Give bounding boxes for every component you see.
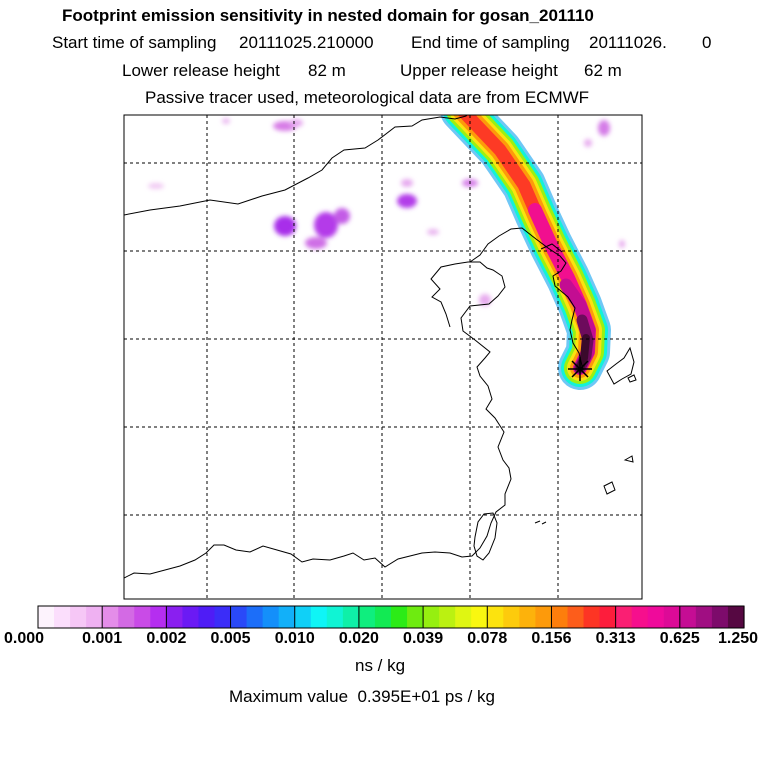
colorbar-swatch <box>262 606 280 628</box>
colorbar-tick-label: 0.039 <box>403 630 444 647</box>
colorbar-swatch <box>342 606 360 628</box>
colorbar-swatch <box>246 606 264 628</box>
colorbar-swatch <box>679 606 697 628</box>
colorbar-swatch <box>374 606 392 628</box>
colorbar-swatch <box>150 606 167 628</box>
colorbar-swatch <box>615 606 633 628</box>
colorbar-swatch <box>727 606 745 628</box>
colorbar-tick-label: 0.010 <box>274 630 315 647</box>
colorbar-swatch <box>503 606 520 628</box>
colorbar-tick-label: 0.005 <box>210 630 251 647</box>
colorbar-swatch <box>118 606 135 628</box>
colorbar-tick-label: 0.625 <box>659 630 700 647</box>
colorbar-swatch <box>166 606 184 628</box>
colorbar-swatch <box>310 606 328 628</box>
colorbar-swatch <box>567 606 585 628</box>
plot-title: Footprint emission sensitivity in nested… <box>62 6 594 25</box>
coastlines <box>124 115 637 579</box>
colorbar-swatch <box>647 606 665 628</box>
colorbar-swatch <box>519 606 537 628</box>
colorbar-swatch <box>551 606 569 628</box>
map-frame <box>123 114 643 600</box>
lower-release-label: Lower release height <box>122 61 280 80</box>
colorbar-swatch <box>54 606 71 628</box>
lower-release-value: 82 m <box>308 61 346 80</box>
colorbar-swatch <box>599 606 617 628</box>
colorbar-swatch <box>326 606 344 628</box>
colorbar-swatch <box>214 606 232 628</box>
colorbar-tick-label: 0.156 <box>531 630 572 647</box>
colorbar-swatch <box>471 606 488 628</box>
colorbar-swatch <box>230 606 248 628</box>
colorbar-swatch <box>38 606 55 628</box>
colorbar-swatch <box>86 606 103 628</box>
colorbar-tick-label: 0.002 <box>146 630 187 647</box>
colorbar-tick-label: 0.001 <box>82 630 123 647</box>
colorbar-tick-label: 0.313 <box>595 630 636 647</box>
colorbar-swatch <box>278 606 296 628</box>
colorbar-swatch <box>358 606 376 628</box>
colorbar-swatch <box>631 606 649 628</box>
colorbar-swatch <box>198 606 216 628</box>
start-time-label: Start time of sampling <box>52 33 217 52</box>
upper-release-value: 62 m <box>584 61 622 80</box>
colorbar-swatch <box>423 606 440 628</box>
sensitivity-patches <box>148 118 625 306</box>
colorbar-swatch <box>294 606 312 628</box>
colorbar-swatch <box>182 606 200 628</box>
start-time-value: 20111025.210000 <box>239 33 374 52</box>
colorbar-swatch <box>695 606 713 628</box>
end-time-value: 20111026. <box>589 33 667 52</box>
colorbar <box>37 605 745 629</box>
end-time-label: End time of sampling <box>411 33 570 52</box>
lat-lon-grid <box>124 115 642 599</box>
colorbar-swatch <box>455 606 472 628</box>
colorbar-swatch <box>70 606 87 628</box>
receptor-marker <box>568 357 592 381</box>
colorbar-swatch <box>583 606 601 628</box>
colorbar-tick-label: 0.078 <box>467 630 508 647</box>
colorbar-swatch <box>134 606 151 628</box>
colorbar-tick-label: 0.000 <box>3 630 45 647</box>
colorbar-swatch <box>663 606 681 628</box>
colorbar-swatch <box>487 606 504 628</box>
colorbar-swatch <box>391 606 408 628</box>
maximum-value-text: Maximum value 0.395E+01 ps / kg <box>229 687 495 706</box>
colorbar-unit: ns / kg <box>355 656 406 675</box>
colorbar-swatch <box>535 606 553 628</box>
colorbar-swatch <box>711 606 729 628</box>
tracer-note: Passive tracer used, meteorological data… <box>145 88 590 107</box>
colorbar-swatch <box>439 606 456 628</box>
colorbar-swatch <box>102 606 119 628</box>
end-time-suffix: 0 <box>702 33 712 52</box>
upper-release-label: Upper release height <box>400 61 558 80</box>
footprint-plume <box>440 115 611 390</box>
colorbar-tick-label: 0.020 <box>338 630 379 647</box>
colorbar-tick-label: 1.250 <box>717 630 759 647</box>
colorbar-swatch <box>407 606 424 628</box>
colorbar-frame <box>37 605 745 629</box>
